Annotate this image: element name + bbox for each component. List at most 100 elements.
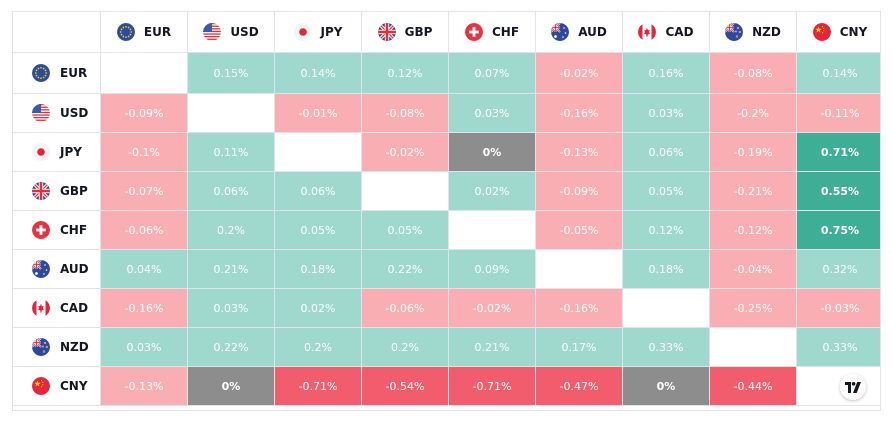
- row-header-chf[interactable]: CHF: [13, 210, 101, 250]
- col-header-label: USD: [230, 25, 259, 39]
- rate-cell-chf-cny[interactable]: 0.75%: [796, 210, 880, 250]
- rate-cell-chf-nzd[interactable]: -0.12%: [709, 210, 797, 250]
- rate-cell-usd-gbp[interactable]: -0.08%: [361, 93, 449, 133]
- col-header-chf[interactable]: CHF: [448, 12, 536, 53]
- rate-cell-usd-jpy[interactable]: -0.01%: [274, 93, 362, 133]
- diagonal-cell: [448, 210, 536, 250]
- rate-cell-chf-jpy[interactable]: 0.05%: [274, 210, 362, 250]
- col-header-label: CAD: [665, 25, 694, 39]
- rate-cell-usd-aud[interactable]: -0.16%: [535, 93, 623, 133]
- rate-cell-cny-aud[interactable]: -0.47%: [535, 366, 623, 406]
- rate-cell-eur-cad[interactable]: 0.16%: [622, 52, 710, 94]
- rate-cell-gbp-eur[interactable]: -0.07%: [100, 171, 188, 211]
- col-header-eur[interactable]: EUR: [100, 12, 188, 53]
- rate-cell-cad-jpy[interactable]: 0.02%: [274, 288, 362, 328]
- rate-cell-chf-cad[interactable]: 0.12%: [622, 210, 710, 250]
- col-header-cad[interactable]: CAD: [622, 12, 710, 53]
- rate-cell-aud-usd[interactable]: 0.21%: [187, 249, 275, 289]
- col-header-cny[interactable]: CNY: [796, 12, 880, 53]
- row-header-cad[interactable]: CAD: [13, 288, 101, 328]
- rate-cell-aud-nzd[interactable]: -0.04%: [709, 249, 797, 289]
- rate-cell-gbp-aud[interactable]: -0.09%: [535, 171, 623, 211]
- rate-cell-aud-cad[interactable]: 0.18%: [622, 249, 710, 289]
- rate-cell-cny-eur[interactable]: -0.13%: [100, 366, 188, 406]
- col-header-usd[interactable]: USD: [187, 12, 275, 53]
- rate-cell-cad-usd[interactable]: 0.03%: [187, 288, 275, 328]
- rate-cell-nzd-cad[interactable]: 0.33%: [622, 327, 710, 367]
- row-header-eur[interactable]: EUR: [13, 52, 101, 94]
- rate-cell-nzd-jpy[interactable]: 0.2%: [274, 327, 362, 367]
- rate-cell-nzd-eur[interactable]: 0.03%: [100, 327, 188, 367]
- rate-cell-cny-gbp[interactable]: -0.54%: [361, 366, 449, 406]
- rate-cell-aud-chf[interactable]: 0.09%: [448, 249, 536, 289]
- tradingview-logo-icon[interactable]: [840, 374, 866, 400]
- rate-cell-chf-aud[interactable]: -0.05%: [535, 210, 623, 250]
- col-header-nzd[interactable]: NZD: [709, 12, 797, 53]
- rate-cell-chf-gbp[interactable]: 0.05%: [361, 210, 449, 250]
- heatmap-row-aud: AUD 0.04% 0.21% 0.18% 0.22% 0.09% 0.18% -0.04% 0…: [13, 249, 880, 289]
- rate-cell-cny-usd[interactable]: 0%: [187, 366, 275, 406]
- rate-cell-nzd-aud[interactable]: 0.17%: [535, 327, 623, 367]
- rate-cell-usd-chf[interactable]: 0.03%: [448, 93, 536, 133]
- rate-cell-cny-chf[interactable]: -0.71%: [448, 366, 536, 406]
- rate-cell-jpy-chf[interactable]: 0%: [448, 132, 536, 172]
- row-header-cny[interactable]: CNY: [13, 366, 101, 406]
- rate-cell-cny-nzd[interactable]: -0.44%: [709, 366, 797, 406]
- rate-cell-aud-jpy[interactable]: 0.18%: [274, 249, 362, 289]
- rate-cell-eur-jpy[interactable]: 0.14%: [274, 52, 362, 94]
- heatmap-row-chf: CHF -0.06% 0.2% 0.05% 0.05% -0.05% 0.12% -0.12%…: [13, 210, 880, 250]
- rate-cell-usd-cad[interactable]: 0.03%: [622, 93, 710, 133]
- rate-cell-aud-cny[interactable]: 0.32%: [796, 249, 880, 289]
- rate-cell-nzd-cny[interactable]: 0.33%: [796, 327, 880, 367]
- rate-cell-gbp-cny[interactable]: 0.55%: [796, 171, 880, 211]
- rate-cell-usd-eur[interactable]: -0.09%: [100, 93, 188, 133]
- rate-cell-cny-jpy[interactable]: -0.71%: [274, 366, 362, 406]
- col-header-aud[interactable]: AUD: [535, 12, 623, 53]
- row-header-nzd[interactable]: NZD: [13, 327, 101, 367]
- rate-cell-cad-aud[interactable]: -0.16%: [535, 288, 623, 328]
- rate-cell-nzd-chf[interactable]: 0.21%: [448, 327, 536, 367]
- rate-cell-gbp-jpy[interactable]: 0.06%: [274, 171, 362, 211]
- ca-flag-icon: [638, 23, 657, 41]
- rate-cell-cad-gbp[interactable]: -0.06%: [361, 288, 449, 328]
- row-header-gbp[interactable]: GBP: [13, 171, 101, 211]
- rate-cell-jpy-aud[interactable]: -0.13%: [535, 132, 623, 172]
- heatmap-row-gbp: GBP -0.07% 0.06% 0.06% 0.02% -0.09% 0.05% -0.21…: [13, 171, 880, 211]
- col-header-gbp[interactable]: GBP: [361, 12, 449, 53]
- rate-cell-usd-nzd[interactable]: -0.2%: [709, 93, 797, 133]
- rate-cell-jpy-eur[interactable]: -0.1%: [100, 132, 188, 172]
- rate-cell-cad-eur[interactable]: -0.16%: [100, 288, 188, 328]
- rate-cell-eur-usd[interactable]: 0.15%: [187, 52, 275, 94]
- rate-cell-gbp-nzd[interactable]: -0.21%: [709, 171, 797, 211]
- rate-cell-cad-nzd[interactable]: -0.25%: [709, 288, 797, 328]
- rate-cell-chf-eur[interactable]: -0.06%: [100, 210, 188, 250]
- rate-cell-eur-nzd[interactable]: -0.08%: [709, 52, 797, 94]
- rate-cell-usd-cny[interactable]: -0.11%: [796, 93, 880, 133]
- rate-cell-cad-chf[interactable]: -0.02%: [448, 288, 536, 328]
- rate-cell-eur-aud[interactable]: -0.02%: [535, 52, 623, 94]
- rate-cell-jpy-cny[interactable]: 0.71%: [796, 132, 880, 172]
- rate-cell-gbp-usd[interactable]: 0.06%: [187, 171, 275, 211]
- rate-cell-aud-gbp[interactable]: 0.22%: [361, 249, 449, 289]
- col-header-label: AUD: [578, 25, 607, 39]
- row-header-usd[interactable]: USD: [13, 93, 101, 133]
- row-header-aud[interactable]: AUD: [13, 249, 101, 289]
- rate-cell-jpy-cad[interactable]: 0.06%: [622, 132, 710, 172]
- rate-cell-jpy-usd[interactable]: 0.11%: [187, 132, 275, 172]
- rate-cell-cad-cny[interactable]: -0.03%: [796, 288, 880, 328]
- rate-cell-jpy-nzd[interactable]: -0.19%: [709, 132, 797, 172]
- rate-cell-eur-chf[interactable]: 0.07%: [448, 52, 536, 94]
- rate-cell-jpy-gbp[interactable]: -0.02%: [361, 132, 449, 172]
- rate-cell-gbp-chf[interactable]: 0.02%: [448, 171, 536, 211]
- col-header-label: GBP: [404, 25, 433, 39]
- rate-cell-aud-eur[interactable]: 0.04%: [100, 249, 188, 289]
- rate-cell-nzd-gbp[interactable]: 0.2%: [361, 327, 449, 367]
- rate-cell-eur-cny[interactable]: 0.14%: [796, 52, 880, 94]
- rate-cell-eur-gbp[interactable]: 0.12%: [361, 52, 449, 94]
- rate-cell-gbp-cad[interactable]: 0.05%: [622, 171, 710, 211]
- col-header-jpy[interactable]: JPY: [274, 12, 362, 53]
- rate-cell-nzd-usd[interactable]: 0.22%: [187, 327, 275, 367]
- rate-cell-chf-usd[interactable]: 0.2%: [187, 210, 275, 250]
- row-header-jpy[interactable]: JPY: [13, 132, 101, 172]
- rate-cell-cny-cad[interactable]: 0%: [622, 366, 710, 406]
